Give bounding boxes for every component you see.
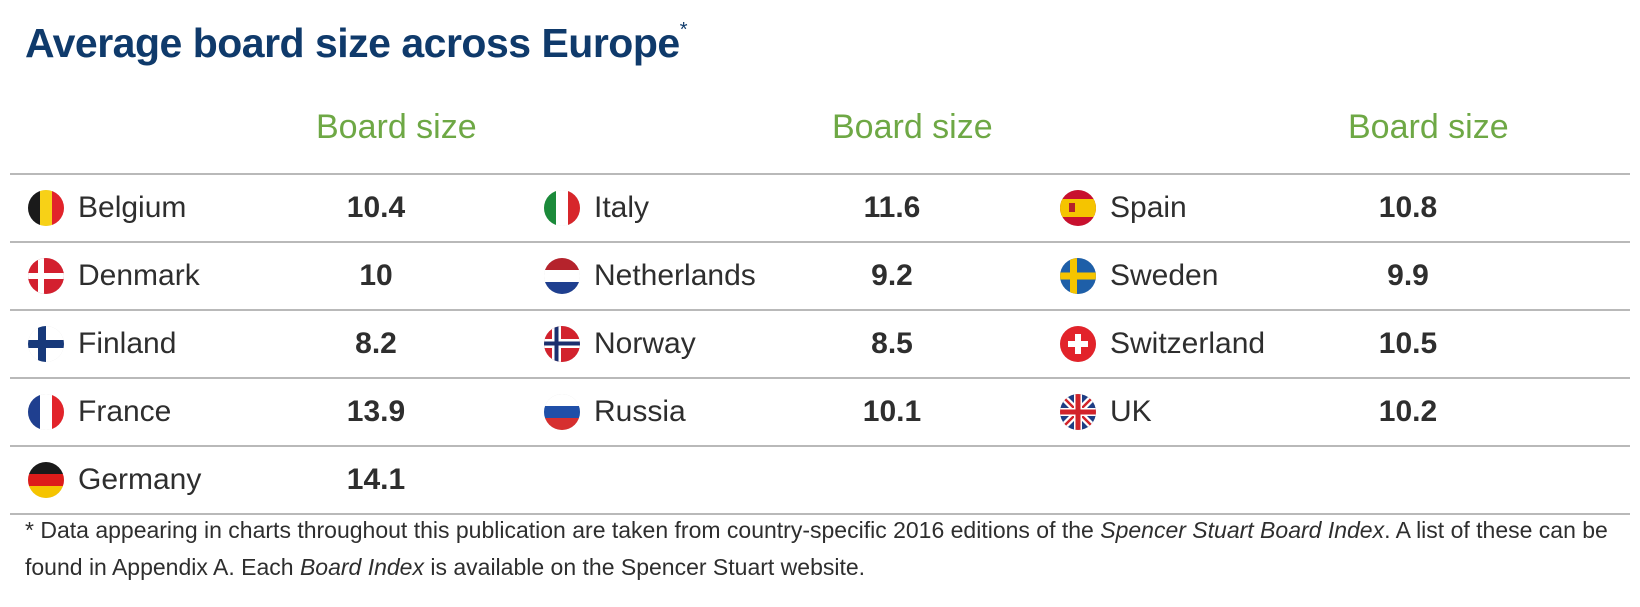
title-text: Average board size across Europe [25,20,680,66]
column-header-1: Board size [316,108,477,146]
country-cell: Denmark [28,243,200,309]
norway-flag-icon [544,326,580,362]
country-cell: Finland [28,311,176,377]
board-size-value: 14.1 [346,463,406,496]
country-cell: Spain [1060,175,1187,241]
country-name: Denmark [78,259,200,292]
country-cell: Germany [28,447,201,513]
country-cell: Sweden [1060,243,1218,309]
country-name: Belgium [78,191,187,224]
board-size-value: 9.2 [871,259,913,292]
board-size-value: 10.4 [346,191,406,224]
country-cell: Russia [544,379,686,445]
sweden-flag-icon [1060,258,1096,294]
footnote: * Data appearing in charts throughout th… [25,512,1625,586]
board-size-value: 10.8 [1378,191,1438,224]
board-size-value: 10 [359,259,393,292]
country-name: Sweden [1110,259,1219,292]
country-cell: France [28,379,171,445]
country-name: UK [1110,395,1152,428]
france-flag-icon [28,394,64,430]
spain-flag-icon [1060,190,1096,226]
table-row: Germany 14.1 [10,447,1630,515]
country-name: Spain [1110,191,1187,224]
table-row: Denmark 10 Netherlands 9.2 Sweden 9.9 [10,243,1630,311]
table-row: Belgium 10.4 Italy 11.6 Spain 10.8 [10,173,1630,243]
board-size-value: 8.2 [355,327,397,360]
footnote-italic-1: Spencer Stuart Board Index [1100,517,1385,543]
italy-flag-icon [544,190,580,226]
title-footnote-mark: * [679,19,688,42]
country-name: Germany [78,463,202,496]
board-size-value: 13.9 [346,395,406,428]
footnote-italic-2: Board Index [299,554,424,580]
column-header-3: Board size [1348,108,1509,146]
uk-flag-icon [1060,394,1096,430]
denmark-flag-icon [28,258,64,294]
country-name: Russia [594,395,686,428]
country-name: France [78,395,172,428]
column-header-2: Board size [832,108,993,146]
country-cell: Norway [544,311,696,377]
country-cell: Netherlands [544,243,756,309]
footnote-text-1: * Data appearing in charts throughout th… [25,517,1101,543]
board-size-value: 11.6 [863,191,921,224]
finland-flag-icon [28,326,64,362]
board-size-value: 8.5 [871,327,913,360]
belgium-flag-icon [28,190,64,226]
board-size-value: 10.5 [1378,327,1438,360]
board-size-value: 10.2 [1378,395,1438,428]
country-cell: Switzerland [1060,311,1265,377]
page-title: Average board size across Europe* [25,19,688,67]
netherlands-flag-icon [544,258,580,294]
board-size-value: 9.9 [1387,259,1429,292]
russia-flag-icon [544,394,580,430]
country-name: Italy [594,191,650,224]
country-name: Finland [78,327,177,360]
board-size-value: 10.1 [862,395,922,428]
country-name: Switzerland [1110,327,1266,360]
country-name: Netherlands [594,259,756,292]
germany-flag-icon [28,462,64,498]
country-cell: Italy [544,175,649,241]
footnote-text-3: is available on the Spencer Stuart websi… [423,554,866,580]
table-row: Finland 8.2 Norway 8.5 Switzerland 10.5 [10,311,1630,379]
country-name: Norway [594,327,696,360]
switzerland-flag-icon [1060,326,1096,362]
footnote-text-2: . A list of these can be found in Append… [25,517,1608,580]
table-row: France 13.9 Russia 10.1 UK 10.2 [10,379,1630,447]
country-cell: Belgium [28,175,186,241]
board-size-table: Belgium 10.4 Italy 11.6 Spain 10.8 Denmark 10 Ne… [10,173,1630,515]
country-cell: UK [1060,379,1152,445]
